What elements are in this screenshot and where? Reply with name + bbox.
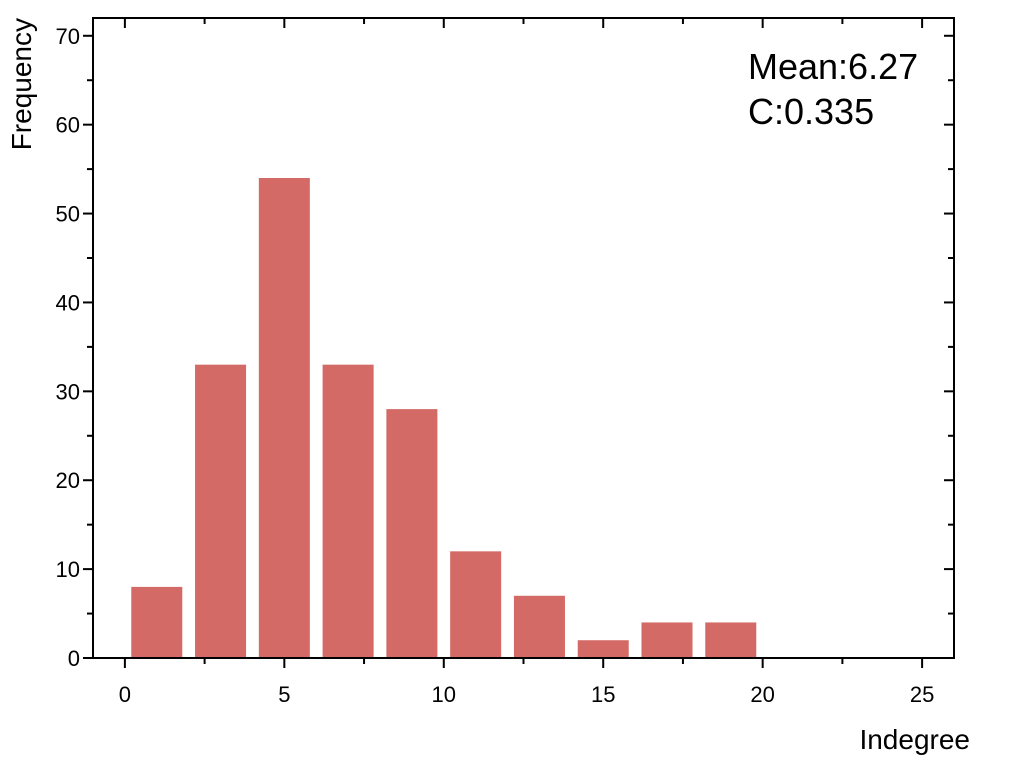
bar-8 bbox=[641, 622, 693, 658]
y-tick-label: 60 bbox=[56, 113, 80, 138]
bar-9 bbox=[705, 622, 757, 658]
bar-4 bbox=[386, 409, 438, 658]
y-tick-label: 50 bbox=[56, 202, 80, 227]
plot-frame bbox=[92, 17, 955, 659]
y-tick-label: 10 bbox=[56, 557, 80, 582]
bar-1 bbox=[195, 364, 247, 658]
bar-5 bbox=[450, 551, 502, 658]
x-tick-label: 25 bbox=[910, 682, 934, 707]
bar-2 bbox=[258, 178, 310, 658]
y-tick-label: 20 bbox=[56, 468, 80, 493]
y-tick-label: 30 bbox=[56, 379, 80, 404]
y-axis-title: Frequency bbox=[6, 18, 37, 150]
bar-6 bbox=[513, 595, 565, 658]
y-tick-label: 40 bbox=[56, 290, 80, 315]
x-tick-label: 20 bbox=[750, 682, 774, 707]
x-axis-title: Indegree bbox=[859, 724, 970, 755]
bar-0 bbox=[131, 586, 183, 658]
y-tick-label: 0 bbox=[68, 646, 80, 671]
tick-labels-group: 0 5 10 15 20 25 0 10 20 30 40 50 60 70 bbox=[56, 24, 935, 707]
annotation-c: C:0.335 bbox=[748, 91, 874, 132]
bars-group bbox=[131, 178, 757, 658]
x-tick-label: 15 bbox=[591, 682, 615, 707]
annotation-mean: Mean:6.27 bbox=[748, 46, 918, 87]
x-tick-label: 0 bbox=[119, 682, 131, 707]
bar-7 bbox=[577, 640, 629, 658]
y-tick-label: 70 bbox=[56, 24, 80, 49]
x-tick-label: 5 bbox=[278, 682, 290, 707]
bar-3 bbox=[322, 364, 374, 658]
x-tick-label: 10 bbox=[432, 682, 456, 707]
